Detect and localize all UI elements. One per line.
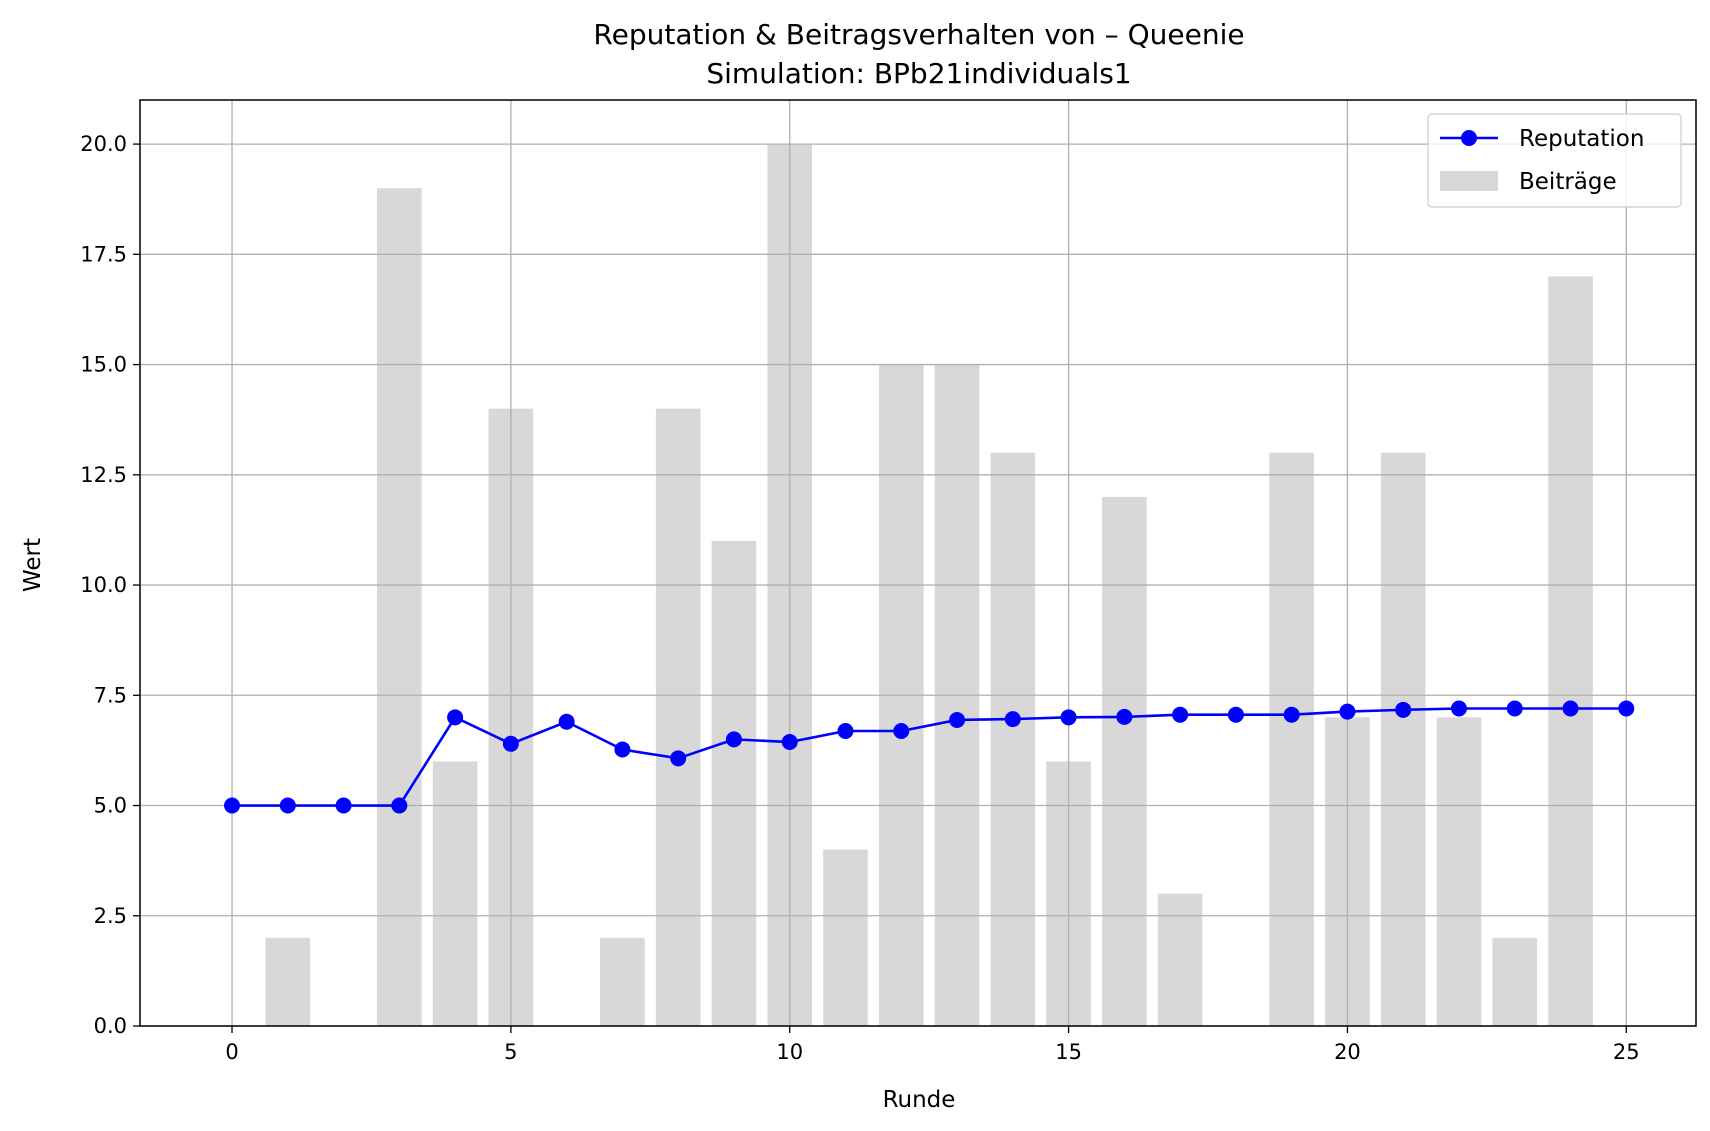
legend-label-contributions: Beiträge — [1519, 169, 1617, 195]
reputation-point — [1506, 700, 1523, 717]
y-tick-label: 2.5 — [94, 904, 127, 928]
contribution-bar — [1492, 937, 1538, 1026]
y-tick-label: 20.0 — [80, 132, 127, 156]
y-axis-label: Wert — [20, 538, 46, 592]
reputation-point — [614, 741, 631, 758]
reputation-point — [1450, 700, 1467, 717]
x-tick-label: 5 — [504, 1040, 517, 1064]
reputation-point — [1395, 701, 1412, 718]
reputation-point — [725, 731, 742, 748]
reputation-point — [1227, 706, 1244, 723]
reputation-point — [558, 713, 575, 730]
legend-reputation-marker — [1461, 130, 1477, 146]
contribution-bar — [432, 761, 478, 1026]
contribution-bar — [600, 937, 645, 1026]
reputation-point — [837, 723, 854, 740]
contribution-bar — [1102, 496, 1147, 1026]
reputation-point — [949, 711, 966, 728]
reputation-point — [1116, 708, 1133, 725]
x-tick-label: 15 — [1055, 1040, 1082, 1064]
contribution-bar — [1436, 717, 1482, 1026]
plot-area: 0 5 10 15 20 25 0.0 2.5 5.0 7.5 10.0 12.5 15.0 17.5 20… — [80, 99, 1697, 1064]
reputation-point — [781, 734, 798, 751]
contribution-bar — [823, 849, 868, 1026]
contribution-bar — [655, 408, 701, 1027]
reputation-point — [1339, 703, 1356, 720]
chart-title: Reputation & Beitragsverhalten von – Que… — [593, 18, 1244, 51]
contribution-bar — [990, 452, 1036, 1026]
reputation-line — [232, 707, 1627, 807]
contribution-bar — [1269, 452, 1314, 1026]
x-axis-label: Runde — [883, 1087, 956, 1113]
reputation-point — [335, 797, 352, 814]
reputation-point — [502, 735, 519, 752]
y-tick-label: 7.5 — [94, 683, 127, 707]
chart-subtitle: Simulation: BPb21individuals1 — [706, 57, 1131, 90]
x-tick-label: 10 — [776, 1040, 803, 1064]
reputation-point — [391, 797, 408, 814]
y-tick-label: 10.0 — [80, 573, 127, 597]
reputation-point — [1004, 711, 1021, 728]
reputation-point — [1562, 700, 1579, 717]
reputation-point — [279, 797, 296, 814]
reputation-point — [1172, 706, 1189, 723]
reputation-point — [1283, 706, 1300, 723]
legend: Reputation Beiträge — [1427, 113, 1682, 208]
legend-label-reputation: Reputation — [1519, 126, 1644, 152]
y-tick-label: 12.5 — [80, 463, 127, 487]
contribution-bar — [377, 188, 422, 1026]
y-tick-label: 5.0 — [94, 794, 127, 818]
contribution-bar — [1380, 452, 1426, 1026]
contribution-bar — [1157, 893, 1203, 1026]
reputation-point — [447, 709, 464, 726]
axes-frame — [139, 99, 1697, 1027]
reputation-point — [670, 750, 687, 767]
contribution-bar — [711, 540, 757, 1026]
legend-contribution-swatch — [1440, 171, 1498, 191]
y-tick-label: 15.0 — [80, 353, 127, 377]
x-tick-label: 20 — [1334, 1040, 1361, 1064]
contribution-bar — [265, 937, 311, 1026]
x-tick-label: 25 — [1613, 1040, 1640, 1064]
reputation-point — [1618, 700, 1635, 717]
reputation-point — [893, 723, 910, 740]
reputation-point — [1060, 709, 1077, 726]
contribution-bar — [1548, 276, 1593, 1026]
x-tick-label: 0 — [225, 1040, 238, 1064]
y-tick-label: 0.0 — [94, 1014, 127, 1038]
reputation-point — [224, 797, 241, 814]
y-tick-label: 17.5 — [80, 242, 127, 266]
